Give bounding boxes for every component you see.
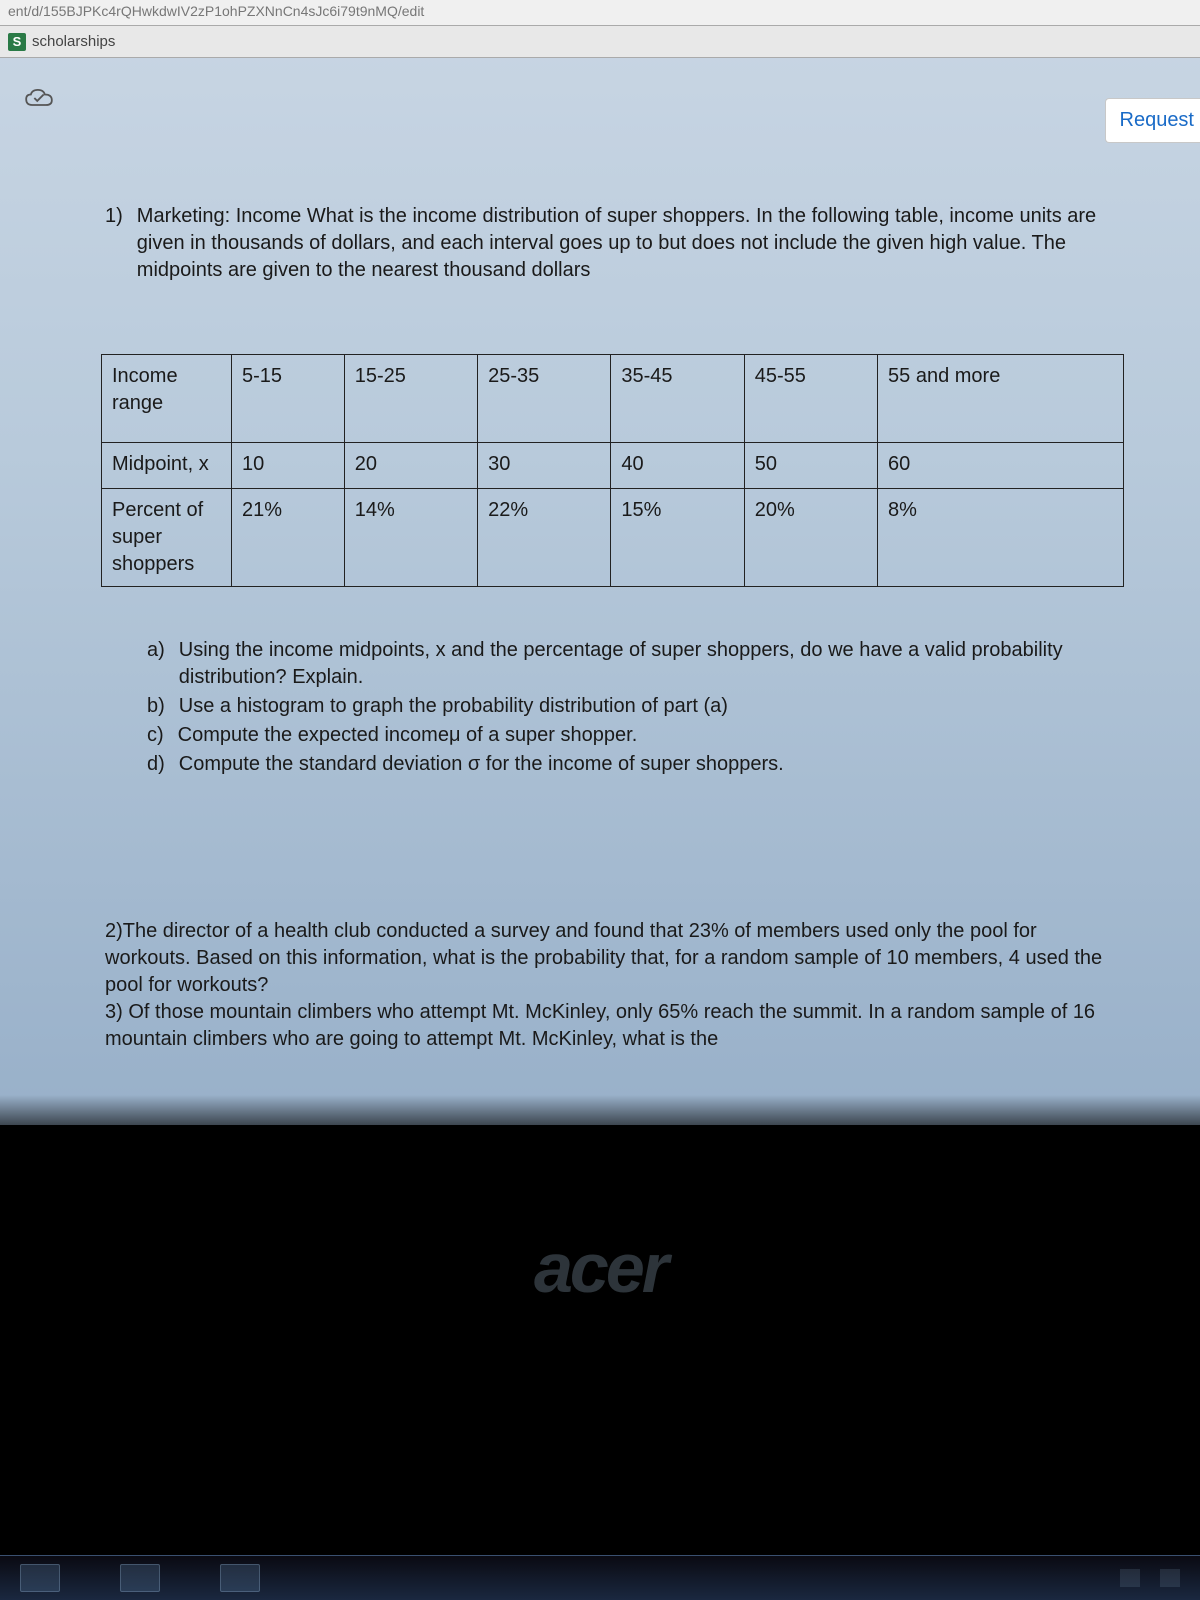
document-area: Request 1) Marketing: Income What is the… [0, 58, 1200, 1053]
url-bar[interactable]: ent/d/155BJPKc4rQHwkdwIV2zP1ohPZXNnCn4sJ… [0, 0, 1200, 26]
laptop-brand-logo: acer [0, 1228, 1200, 1308]
col-3: 35-45 [611, 355, 744, 443]
taskbar[interactable] [0, 1555, 1200, 1600]
cloud-saved-icon [25, 88, 53, 108]
col-5: 55 and more [878, 355, 1124, 443]
col-1: 15-25 [344, 355, 477, 443]
q1-text: Marketing: Income What is the income dis… [137, 203, 1160, 284]
q3-text: 3) Of those mountain climbers who attemp… [105, 999, 1160, 1053]
mid-3: 40 [611, 443, 744, 489]
subq-b-text: Use a histogram to graph the probability… [179, 693, 1120, 720]
bookmark-scholarships[interactable]: S scholarships [8, 33, 115, 51]
col-2: 25-35 [478, 355, 611, 443]
tray-icon[interactable] [1120, 1569, 1140, 1587]
bookmark-label: scholarships [32, 33, 115, 50]
col-0: 5-15 [232, 355, 345, 443]
mid-0: 10 [232, 443, 345, 489]
bookmarks-bar: S scholarships [0, 26, 1200, 58]
subq-a-text: Using the income midpoints, x and the pe… [179, 637, 1120, 691]
mid-4: 50 [744, 443, 877, 489]
pct-3: 15% [611, 489, 744, 587]
subq-b-label: b) [147, 693, 165, 720]
task-icon[interactable] [20, 1564, 60, 1592]
task-icon[interactable] [220, 1564, 260, 1592]
mid-2: 30 [478, 443, 611, 489]
q2-text: 2)The director of a health club conducte… [105, 918, 1160, 999]
bookmark-icon: S [8, 33, 26, 51]
subq-d-text: Compute the standard deviation σ for the… [179, 751, 1120, 778]
mid-1: 20 [344, 443, 477, 489]
tray-icon[interactable] [1160, 1569, 1180, 1587]
document-content: 1) Marketing: Income What is the income … [20, 113, 1200, 1053]
income-table: Income range 5-15 15-25 25-35 35-45 45-5… [101, 354, 1124, 587]
pct-0: 21% [232, 489, 345, 587]
task-icon[interactable] [120, 1564, 160, 1592]
mid-5: 60 [878, 443, 1124, 489]
subq-a-label: a) [147, 637, 165, 691]
request-button[interactable]: Request [1105, 98, 1200, 143]
subq-d-label: d) [147, 751, 165, 778]
subq-c-text: Compute the expected incomeμ of a super … [178, 722, 1120, 749]
pct-4: 20% [744, 489, 877, 587]
pct-5: 8% [878, 489, 1124, 587]
pct-2: 22% [478, 489, 611, 587]
row-label-1: Midpoint, x [102, 443, 232, 489]
row-label-0: Income range [102, 355, 232, 443]
pct-1: 14% [344, 489, 477, 587]
col-4: 45-55 [744, 355, 877, 443]
row-label-2: Percent of super shoppers [102, 489, 232, 587]
subq-c-label: c) [147, 722, 164, 749]
q1-number: 1) [105, 203, 123, 284]
